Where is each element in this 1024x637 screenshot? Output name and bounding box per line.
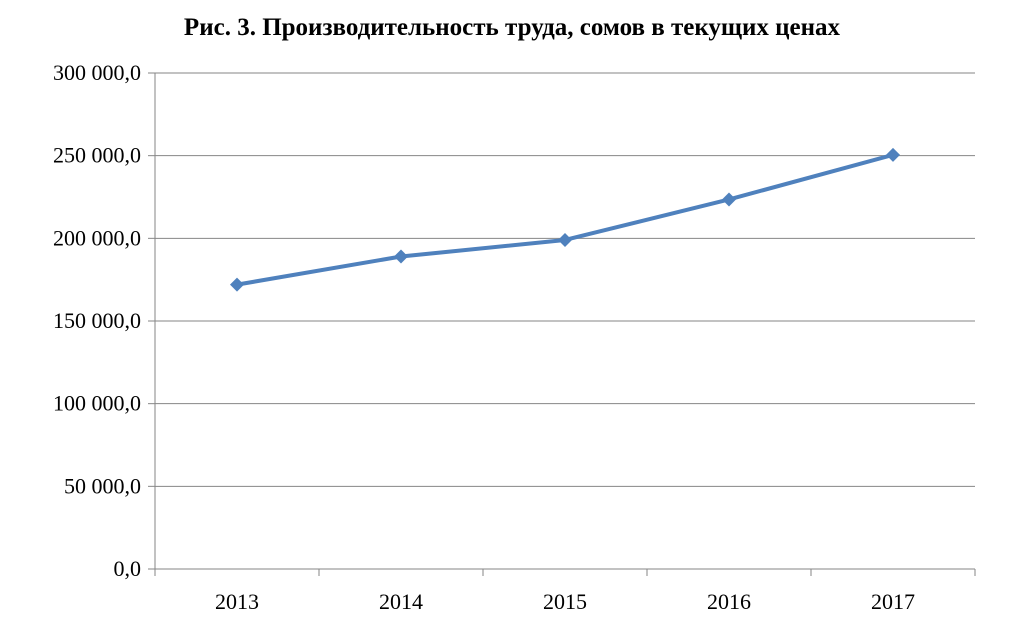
series-line xyxy=(236,152,894,287)
x-tick-label: 2013 xyxy=(215,589,259,614)
chart-title: Рис. 3. Производительность труда, сомов … xyxy=(183,14,841,41)
data-point xyxy=(394,249,408,264)
data-point xyxy=(230,277,244,292)
data-point xyxy=(722,192,736,207)
data-point xyxy=(886,147,900,162)
x-tick-label: 2017 xyxy=(871,589,915,614)
y-tick-label: 0,0 xyxy=(114,556,142,581)
x-tick-label: 2015 xyxy=(543,589,587,614)
y-tick-label: 100 000,0 xyxy=(53,391,141,416)
y-tick-label: 200 000,0 xyxy=(53,225,141,250)
x-tick-label: 2014 xyxy=(379,589,423,614)
y-tick-label: 300 000,0 xyxy=(53,60,141,85)
y-tick-label: 250 000,0 xyxy=(53,143,141,168)
data-point xyxy=(558,232,572,247)
y-tick-label: 150 000,0 xyxy=(53,308,141,333)
y-tick-label: 50 000,0 xyxy=(64,473,141,498)
x-tick-label: 2016 xyxy=(707,589,751,614)
